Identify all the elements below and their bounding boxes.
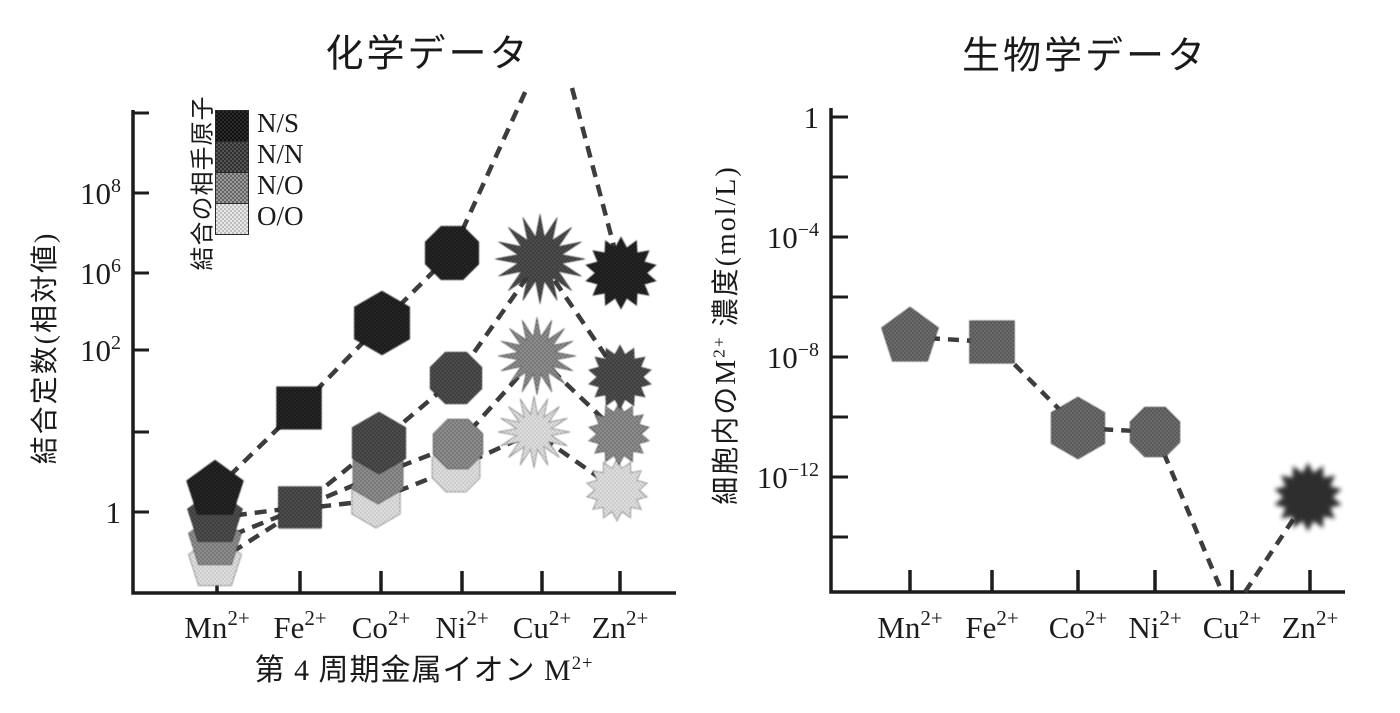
legend-swatch-o-o [216,204,248,234]
series-dashed-line [213,429,619,565]
data-point-mn-n-s [185,459,245,515]
y-tick-label: 102 [80,332,121,368]
y-tick-label: 10−8 [767,339,819,375]
biology-title: 生物学データ [961,35,1209,78]
data-point-zn-o-o [585,457,649,523]
x-category-label: Co2+ [1049,606,1108,645]
x-category-label: Zn2+ [592,606,649,645]
series-dashed-line [214,255,622,521]
chart-chemistry: 108 106 102 1 Mn2+ Fe2+ Co2+ Ni2+ Cu2+ Zn2+ [80,87,676,645]
chemistry-yaxis-label: 結合定数(相対値) [30,231,61,465]
data-point-fe-intracellular [968,320,1016,364]
y-tick-label: 108 [80,175,121,211]
data-point-ni-n-s [424,225,480,281]
series-dashed-line [569,87,624,274]
axes [131,110,676,595]
legend-label-o-o: O/O [257,201,304,231]
y-tick-label: 1 [106,495,122,530]
y-tick-label: 1 [804,100,820,135]
y-tick-label: 106 [80,255,121,291]
data-point-fe-n-n [277,486,323,529]
axes [829,108,1345,594]
x-category-label: Ni2+ [1128,606,1181,645]
x-category-label: Fe2+ [965,606,1018,645]
legend-swatches [215,110,249,235]
legend-swatch-n-o [216,173,248,204]
data-point-ni-n-o [432,418,484,470]
legend-label-n-n: N/N [257,139,304,169]
series-dashed-line [909,334,1225,593]
legend-swatch-n-s [216,111,248,142]
legend-labels: N/S N/N N/O O/O [257,108,304,232]
x-category-label: Mn2+ [184,606,249,645]
legend-label-n-s: N/S [257,108,300,138]
legend-swatch-n-n [216,142,248,173]
data-point-cu-n-n [494,213,586,305]
data-point-ni-intracellular [1129,406,1181,458]
data-point-cu-o-o [497,395,571,469]
data-point-zn-intracellular [1273,461,1343,533]
x-category-label: Cu2+ [513,606,572,645]
x-category-label: Fe2+ [273,606,326,645]
chart-biology: 1 10−4 10−8 10−12 Mn2+ Fe2+ Co2+ Ni2+ Cu2+ Zn2+ [757,100,1345,645]
data-point-co-intracellular [1050,396,1106,460]
x-category-label: Mn2+ [877,606,942,645]
x-category-label: Cu2+ [1203,606,1262,645]
legend-title: 結合の相手原子 [190,95,217,271]
data-point-co-n-n [351,411,407,475]
data-point-zn-n-n [587,343,653,411]
data-point-mn-intracellular [880,306,940,362]
chemistry-xaxis-label: 第 4 周期金属イオン M2+ [254,653,594,687]
data-point-co-n-s [353,290,411,356]
data-point-ni-n-n [429,351,483,405]
chemistry-title: 化学データ [325,33,531,76]
x-category-label: Co2+ [352,606,411,645]
data-point-cu-n-o [497,316,577,396]
data-point-zn-n-s [584,235,658,311]
data-point-fe-n-s [275,386,323,430]
x-category-label: Ni2+ [435,606,488,645]
x-category-label: Zn2+ [1282,606,1339,645]
series-dashed-line [214,352,621,545]
legend-label-n-o: N/O [257,170,304,200]
data-point-zn-n-o [587,401,651,467]
y-tick-label: 10−4 [767,219,819,255]
y-tick-label: 10−12 [757,459,819,495]
biology-yaxis-label: 細胞内のM2+ 濃度(mol/L) [709,165,742,505]
